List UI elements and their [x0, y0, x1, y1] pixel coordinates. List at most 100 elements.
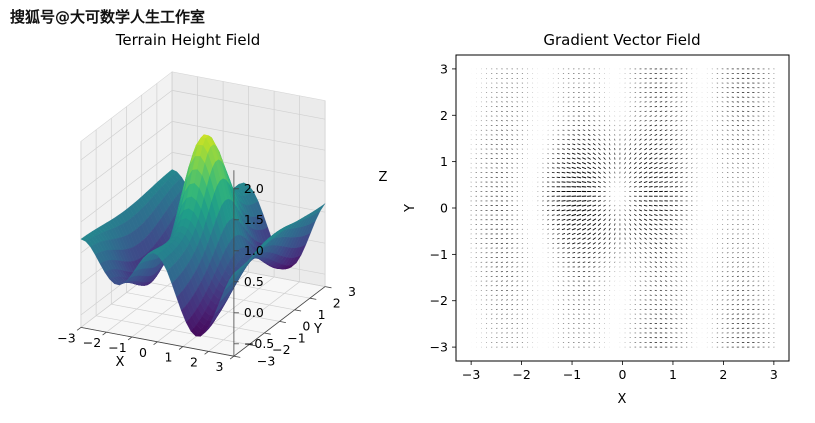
vector-arrow [592, 213, 597, 217]
surface-y-axis-label: Y [313, 322, 322, 337]
vector-arrow [690, 167, 693, 169]
vector-arrow [680, 176, 683, 179]
x-tick-mark [153, 341, 158, 346]
vector-arrow [649, 124, 653, 127]
vector-arrow [675, 115, 678, 117]
vector-arrow [592, 181, 597, 184]
vector-arrow [576, 204, 582, 207]
vector-arrow [532, 275, 534, 277]
vector-arrow [691, 252, 693, 254]
y-tick-label: −3 [430, 340, 448, 355]
vector-arrow [624, 124, 626, 127]
vector-arrow [696, 167, 698, 169]
surface-chart-title: Terrain Height Field [115, 31, 261, 49]
vector-arrow [659, 115, 663, 117]
vector-arrow [582, 247, 586, 250]
vector-arrow [557, 304, 559, 306]
vector-arrow [659, 171, 663, 174]
vector-arrow [691, 256, 693, 259]
vector-arrow [716, 266, 719, 268]
vector-arrow [680, 285, 683, 287]
vector-arrow [669, 134, 673, 136]
vector-arrow [680, 242, 683, 245]
vector-arrow [593, 120, 596, 122]
vector-arrow [659, 237, 663, 240]
vector-arrow [633, 166, 637, 170]
vector-arrow [653, 171, 658, 174]
vector-arrow [716, 115, 719, 117]
vector-arrow [598, 266, 601, 268]
vector-arrow [609, 129, 611, 132]
vector-arrow [516, 294, 519, 296]
vector-arrow [690, 157, 693, 160]
vector-arrow [675, 270, 678, 273]
vector-arrow [516, 285, 519, 287]
vector-arrow [571, 237, 576, 240]
vector-arrow [716, 139, 719, 141]
vector-arrow [567, 252, 570, 254]
vector-arrow [566, 152, 571, 155]
vector-arrow [675, 223, 678, 226]
vector-arrow [654, 166, 658, 170]
vector-arrow [680, 237, 683, 240]
vector-arrow [608, 209, 611, 212]
vector-arrow [685, 304, 688, 306]
vector-arrow [629, 138, 632, 141]
vector-arrow [680, 280, 683, 282]
vector-arrow [726, 289, 729, 292]
vector-arrow [664, 148, 668, 151]
vector-arrow [644, 147, 648, 151]
vector-arrow [675, 228, 678, 230]
vector-arrow [566, 157, 571, 160]
vector-arrow [654, 147, 658, 151]
vector-arrow [669, 138, 673, 141]
vector-arrow [576, 162, 581, 165]
vector-arrow [587, 147, 591, 151]
vector-arrow [603, 138, 606, 141]
vector-arrow [644, 280, 647, 282]
vector-arrow [638, 157, 642, 160]
x-tick-label: 3 [216, 359, 224, 374]
vector-arrow [566, 171, 571, 174]
vector-arrow [638, 209, 643, 212]
vector-arrow [608, 237, 611, 240]
surface-x-axis-label: X [116, 355, 125, 370]
vector-arrow [721, 261, 724, 263]
vector-arrow [675, 219, 678, 221]
vector-arrow [664, 214, 668, 216]
vector-arrow [721, 143, 724, 145]
vector-arrow [721, 275, 724, 277]
vector-arrow [648, 176, 653, 179]
vector-arrow [571, 209, 577, 212]
vector-arrow [680, 271, 683, 273]
vector-arrow [675, 129, 678, 131]
vector-arrow [649, 275, 652, 278]
vector-arrow [654, 289, 657, 292]
vector-arrow [592, 227, 597, 231]
vector-arrow [691, 115, 693, 117]
vector-arrow [685, 143, 688, 146]
vector-arrow [649, 143, 653, 146]
vector-arrow [603, 213, 606, 217]
vector-arrow [696, 162, 698, 164]
gridline [80, 152, 173, 223]
vector-arrow [521, 275, 524, 277]
vector-arrow [680, 219, 683, 221]
vector-arrow [691, 238, 693, 240]
vector-arrow [511, 275, 514, 277]
vector-arrow [587, 204, 592, 207]
vector-arrow [685, 124, 688, 127]
vector-arrow [685, 157, 688, 160]
vector-arrow [675, 285, 678, 287]
vector-arrow [608, 218, 611, 222]
vector-arrow [726, 266, 729, 268]
vector-arrow [680, 247, 683, 249]
vector-arrow [556, 204, 561, 207]
vector-arrow [592, 143, 596, 146]
vector-arrow [716, 289, 719, 292]
x-tick-label: 0 [619, 367, 627, 382]
vector-arrow [577, 138, 581, 141]
vector-arrow [566, 166, 571, 169]
vector-arrow [629, 227, 632, 231]
vector-arrow [726, 153, 729, 155]
